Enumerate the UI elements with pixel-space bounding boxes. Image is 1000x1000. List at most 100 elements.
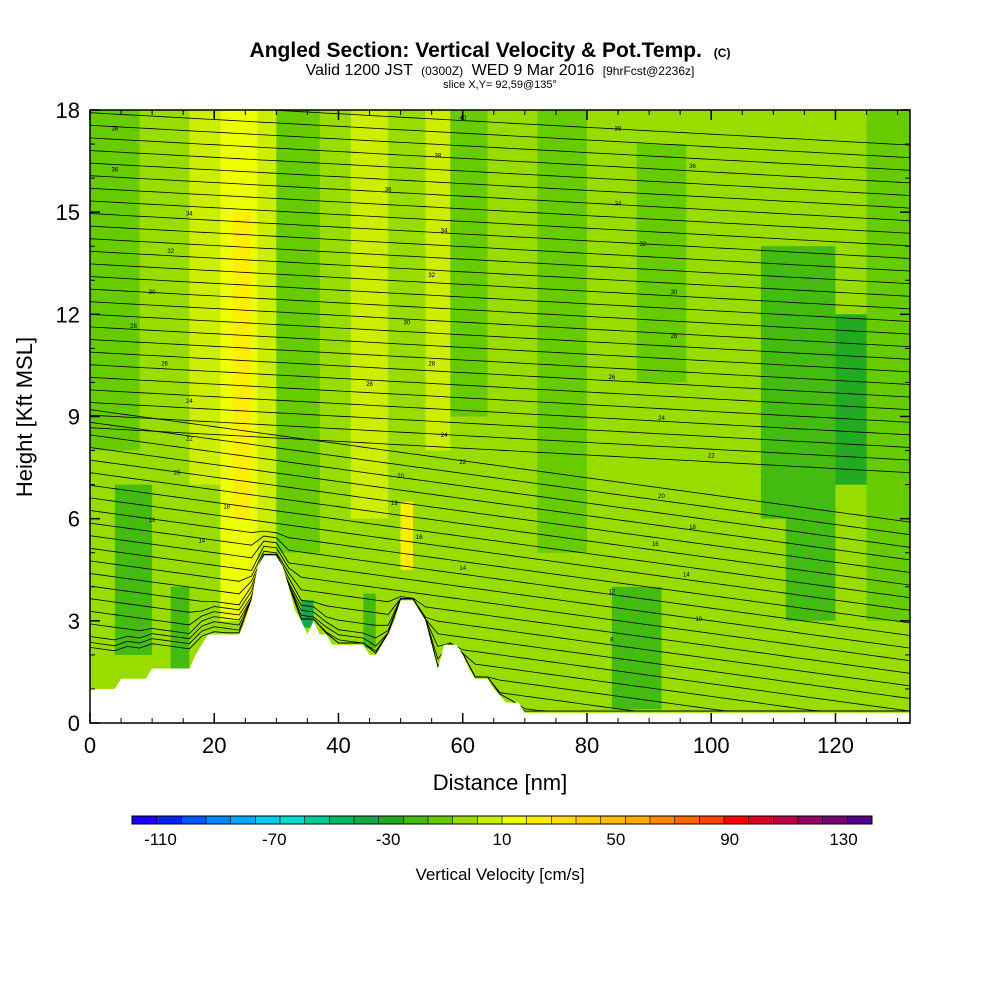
isentrope-line — [262, 110, 910, 146]
isentrope-line — [90, 313, 910, 360]
isentrope-label: 34 — [441, 229, 448, 235]
velocity-band — [450, 110, 488, 417]
colorbar-swatch — [230, 816, 256, 824]
y-axis-title: Height [Kft MSL] — [12, 337, 37, 497]
colorbar-swatch — [502, 816, 527, 824]
isentrope-line — [90, 554, 910, 712]
velocity-band — [139, 110, 165, 417]
isentrope-line — [90, 288, 910, 335]
isentrope-line — [90, 238, 910, 285]
isentrope-line — [90, 326, 910, 373]
colorbar-swatch — [798, 816, 823, 824]
colorbar-swatch — [576, 816, 601, 824]
y-tick-label: 12 — [56, 302, 80, 327]
velocity-band — [363, 593, 376, 649]
isentrope-label: 20 — [658, 494, 665, 500]
isentrope-line — [90, 545, 910, 662]
y-tick-label: 6 — [68, 507, 80, 532]
velocity-band — [189, 110, 221, 485]
isentrope-label: 24 — [186, 399, 193, 405]
velocity-band — [257, 110, 277, 553]
x-tick-label: 120 — [817, 733, 854, 758]
isentrope-label: 14 — [459, 566, 466, 572]
colorbar-tick-label: 90 — [720, 830, 739, 849]
isentrope-line — [90, 554, 910, 687]
colorbar-swatch — [773, 816, 799, 824]
isentrope-line — [90, 497, 910, 611]
velocity-band — [232, 212, 252, 519]
isentrope-label: 12 — [608, 590, 615, 596]
colorbar-swatch — [156, 816, 182, 824]
colorbar-swatch — [822, 816, 848, 824]
chart-header: Angled Section: Vertical Velocity & Pot.… — [250, 39, 731, 91]
colorbar-tick-label: 10 — [493, 830, 512, 849]
isentrope-line — [90, 301, 910, 348]
isentrope-line — [90, 409, 910, 523]
isentrope-label: 16 — [416, 535, 423, 541]
colorbar-swatch — [748, 816, 774, 824]
isentrope-label: 18 — [391, 501, 398, 507]
terrain-mask — [90, 556, 910, 723]
colorbar-title: Vertical Velocity [cm/s] — [415, 865, 584, 884]
isentrope-label: 30 — [149, 290, 156, 296]
velocity-band — [760, 246, 836, 519]
isentrope-label: 16 — [652, 542, 659, 548]
isentrope-label: 38 — [112, 126, 119, 132]
velocity-band — [400, 501, 414, 570]
velocity-band — [636, 144, 687, 383]
isentrope-label: 36 — [385, 188, 392, 194]
x-tick-label: 0 — [84, 733, 96, 758]
x-tick-label: 40 — [326, 733, 350, 758]
velocity-band — [537, 110, 587, 553]
colorbar-swatch — [280, 816, 305, 824]
colorbar: -110 -70 -30 10 50 90 130 — [131, 815, 873, 849]
forecast-info: [9hrFcst@2236z] — [603, 64, 695, 78]
isentrope-label: 18 — [689, 525, 696, 531]
colorbar-swatch — [206, 816, 231, 824]
isentrope-label: 14 — [198, 539, 205, 545]
isentrope-line — [90, 351, 910, 398]
isentrope-label: 22 — [459, 460, 466, 466]
isentrope-line — [90, 484, 910, 599]
isentrope-label: 28 — [671, 334, 678, 340]
isentrope-label: 20 — [174, 470, 181, 476]
isentrope-label: 8 — [610, 637, 614, 643]
isentrope-line — [90, 339, 910, 385]
velocity-band — [170, 586, 190, 676]
isentrope-label: 36 — [689, 164, 696, 170]
colorbar-tick-label: -110 — [144, 830, 177, 849]
velocity-band — [301, 600, 314, 628]
isentrope-line — [90, 376, 910, 423]
y-tick-label: 3 — [68, 609, 80, 634]
isentrope-label: 28 — [130, 324, 137, 330]
svg-text:Angled Section: Vertical Veloc: Angled Section: Vertical Velocity & Pot.… — [250, 39, 731, 62]
isentrope-line — [90, 402, 910, 448]
colorbar-swatch — [625, 816, 651, 824]
slice-info: slice X,Y= 92,59@135° — [443, 79, 557, 91]
x-tick-label: 20 — [202, 733, 226, 758]
colorbar-swatch — [452, 816, 478, 824]
valid-utc: (0300Z) — [421, 64, 463, 78]
isentrope-label: 38 — [435, 154, 442, 160]
isentrope-label: 30 — [671, 290, 678, 296]
isentrope-line — [90, 213, 910, 259]
isentrope-line — [90, 554, 910, 712]
colorbar-swatch — [181, 816, 207, 824]
isentrope-line — [90, 427, 910, 474]
isentrope-line — [90, 187, 910, 234]
colorbar-swatch — [132, 816, 157, 824]
colorbar-swatch — [650, 816, 675, 824]
svg-text:Valid 1200 JST (0300Z): Valid 1200 JST (0300Z) WED 9 Mar 2016 [9… — [306, 62, 695, 79]
valid-date: WED 9 Mar 2016 — [472, 62, 595, 79]
isentrope-label: 32 — [428, 273, 435, 279]
isentrope-label: 20 — [397, 474, 404, 480]
colorbar-tick-label: -30 — [376, 830, 401, 849]
isentrope-line — [90, 137, 910, 184]
isentrope-label: 32 — [640, 242, 647, 248]
y-tick-label: 18 — [56, 98, 80, 123]
colorbar-swatch — [477, 816, 503, 824]
velocity-band — [90, 110, 140, 451]
colorbar-swatch — [551, 816, 577, 824]
